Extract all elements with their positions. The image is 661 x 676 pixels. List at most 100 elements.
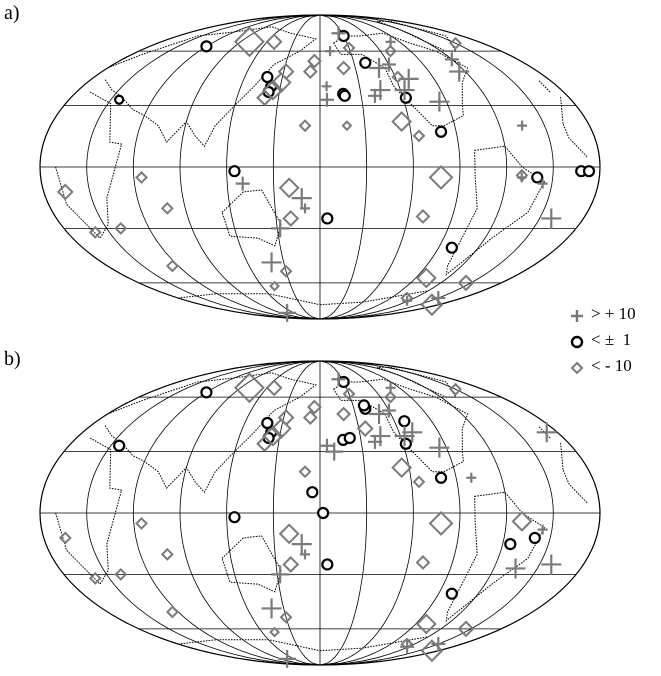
- station-symbols: [56, 26, 596, 322]
- diamond-marker: [160, 547, 174, 561]
- diamond-marker: [412, 129, 426, 143]
- plus-marker: [321, 81, 332, 92]
- plus-marker: [505, 558, 526, 579]
- plus-marker: [278, 303, 297, 322]
- coastline-africa: [55, 437, 588, 586]
- plus-marker: [402, 295, 413, 306]
- diamond-marker: [307, 53, 322, 69]
- diamond-marker: [384, 44, 397, 58]
- diamond-marker: [277, 63, 295, 80]
- plus-marker: [369, 58, 390, 79]
- plus-marker: [541, 554, 562, 575]
- diamond-marker: [415, 267, 437, 289]
- diamond-marker: [269, 626, 280, 638]
- panel-label-a: a): [4, 2, 20, 24]
- plus-marker: [331, 372, 346, 387]
- circle-marker: [445, 587, 458, 600]
- diamond-marker: [282, 556, 300, 573]
- circle-marker: [399, 91, 412, 104]
- diamond-marker: [282, 210, 300, 227]
- diamond-marker: [88, 225, 102, 239]
- legend-diamond-label: < - 10: [591, 356, 632, 375]
- coastline-australia: [221, 535, 282, 593]
- diamond-marker: [428, 510, 454, 536]
- circle-marker: [321, 558, 334, 571]
- diamond-marker: [56, 183, 74, 201]
- plus-marker: [516, 172, 527, 183]
- coastline-north-america: [333, 32, 469, 127]
- diamond-marker: [278, 523, 300, 545]
- circle-marker: [357, 399, 371, 412]
- diamond-marker: [391, 457, 413, 479]
- diamond-marker: [457, 274, 475, 292]
- diamond-marker: [457, 620, 475, 638]
- diamond-marker: [278, 177, 300, 199]
- diamond-marker: [135, 516, 148, 530]
- plus-marker: [325, 46, 336, 57]
- circle-marker: [398, 415, 411, 428]
- diamond-marker: [336, 406, 352, 422]
- plus-marker: [278, 649, 297, 668]
- plus-marker: [271, 565, 290, 584]
- diamond-marker: [449, 36, 463, 50]
- circle-marker: [399, 437, 412, 450]
- plus-marker: [537, 524, 548, 535]
- coastline-north-america: [333, 378, 469, 473]
- legend: > + 10 < ± 1 < - 10: [569, 304, 636, 382]
- legend-circle-label: < ± 1: [591, 330, 632, 349]
- legend-row-circle: < ± 1: [569, 330, 631, 356]
- legend-plus-label: > + 10: [591, 304, 636, 323]
- circle-marker: [321, 212, 334, 225]
- diamond-marker: [412, 475, 426, 489]
- diamond-marker: [270, 418, 292, 439]
- diamond-marker: [342, 387, 356, 401]
- circle-marker: [531, 171, 544, 184]
- diamond-marker: [279, 264, 293, 278]
- circle-marker: [114, 94, 125, 105]
- plus-marker: [370, 426, 391, 447]
- diamond-marker: [234, 372, 265, 404]
- diamond-marker: [277, 409, 295, 426]
- plus-marker: [261, 598, 282, 619]
- diamond-marker: [256, 435, 274, 453]
- diamond-marker: [279, 610, 293, 624]
- diamond-marker: [114, 221, 128, 235]
- diamond-marker: [270, 72, 292, 93]
- diamond-marker: [302, 64, 318, 79]
- plus-marker: [444, 52, 459, 67]
- plus-marker: [300, 549, 311, 560]
- plus-marker: [367, 88, 382, 103]
- coastline-eurasia: [104, 26, 551, 148]
- coastline-eurasia: [104, 372, 551, 494]
- circle-marker: [228, 165, 241, 178]
- plus-marker: [536, 422, 557, 443]
- diamond-marker: [356, 420, 374, 437]
- diamond-marker: [511, 510, 533, 532]
- diamond-marker: [256, 89, 274, 107]
- diamond-marker: [265, 379, 283, 397]
- plus-marker: [429, 437, 450, 458]
- circle-marker: [338, 89, 351, 102]
- diamond-marker: [58, 531, 72, 545]
- coastline-south-america: [445, 491, 546, 622]
- plus-marker: [300, 203, 311, 214]
- circle-marker: [445, 241, 458, 254]
- diamond-marker: [298, 465, 312, 479]
- diamond-marker: [166, 259, 179, 273]
- plus-marker: [541, 208, 562, 229]
- coastline-south-america: [445, 145, 546, 276]
- diamond-marker: [391, 111, 413, 133]
- diamond-marker: [262, 79, 284, 101]
- world-map-a: [39, 14, 601, 322]
- diamond-marker: [415, 209, 431, 224]
- plus-marker: [381, 57, 396, 72]
- diamond-marker: [449, 382, 463, 396]
- coastline-australia: [221, 189, 282, 247]
- circle-marker: [359, 56, 372, 69]
- plus-marker: [370, 80, 391, 101]
- legend-row-diamond: < - 10: [569, 356, 632, 382]
- coastlines: [55, 20, 588, 306]
- plus-marker: [517, 120, 528, 131]
- diamond-marker: [114, 567, 128, 581]
- diamond-marker: [135, 170, 148, 184]
